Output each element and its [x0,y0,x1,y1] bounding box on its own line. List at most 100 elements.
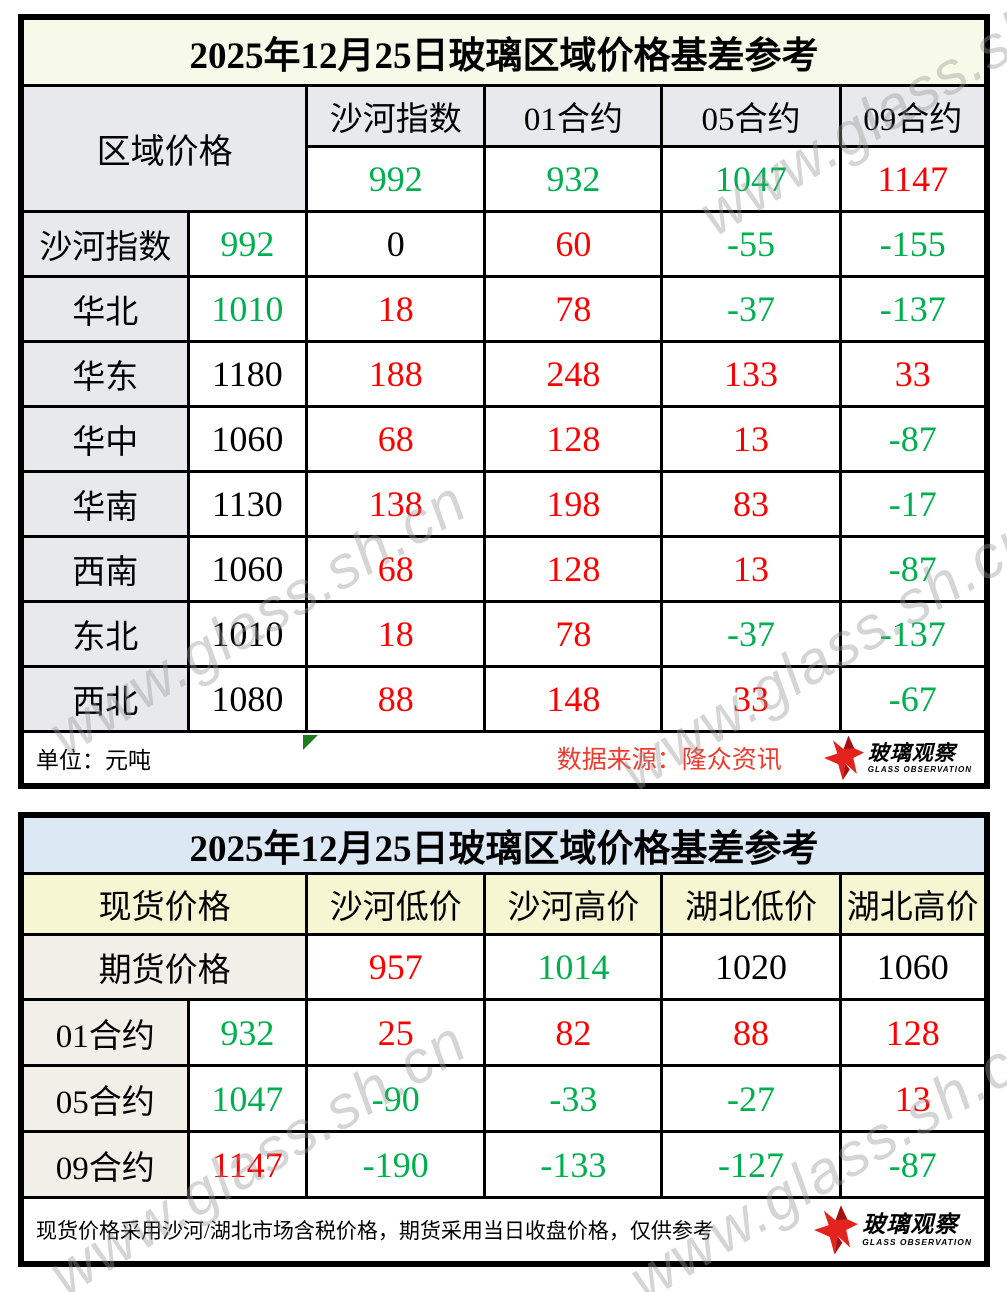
basis-value: -87 [838,1130,989,1199]
region-price: 1060 [186,535,309,603]
spot-price: 1020 [660,933,842,1001]
region-label: 西北 [19,665,190,733]
column-header-01-contract: 01合约 [483,84,664,148]
unit-label: 单位：元吨 [36,748,151,773]
region-price: 1060 [186,405,309,473]
basis-value: 33 [838,340,989,408]
contract-price: 1147 [838,145,989,213]
region-label: 西南 [19,535,190,603]
basis-value: 248 [483,340,664,408]
contract-price: 1147 [186,1130,309,1199]
region-price: 1080 [186,665,309,733]
region-price: 1010 [186,275,309,343]
basis-value: -133 [483,1130,664,1199]
region-label: 华中 [19,405,190,473]
basis-value: -55 [660,210,842,278]
logo-subtitle: GLASS OBSERVATION [862,1237,972,1248]
logo-name: 玻璃观察 [862,1211,959,1238]
table2-footer: 现货价格采用沙河/湖北市场含税价格，期货采用当日收盘价格，仅供参考 玻璃观察 G… [24,1205,984,1255]
green-corner-marker [303,735,319,756]
basis-value: -90 [305,1064,487,1133]
spot-price: 1014 [483,933,664,1001]
table-row: 沙河指数 992 0 60 -55 -155 [19,210,989,278]
spot-price: 1060 [838,933,989,1001]
basis-value: 128 [483,535,664,603]
table-row: 西北 1080 88 148 33 -67 [19,665,989,733]
basis-value: -67 [838,665,989,733]
logo-name: 玻璃观察 [867,741,956,765]
basis-value: 13 [660,535,842,603]
basis-value: -37 [660,600,842,668]
region-price: 1180 [186,340,309,408]
region-price: 1010 [186,600,309,668]
table-row: 05合约 1047 -90 -33 -27 13 [19,1064,989,1133]
basis-value: 138 [305,470,487,538]
basis-value: -37 [660,275,842,343]
table1-corner-label: 区域价格 [19,84,309,213]
basis-value: -87 [838,535,989,603]
basis-value: -87 [838,405,989,473]
table2-title: 2025年12月25日玻璃区域价格基差参考 [19,813,989,875]
region-label: 华北 [19,275,190,343]
basis-value: 25 [305,998,487,1067]
column-header-hubei-low: 湖北低价 [660,872,842,936]
contract-price: 932 [186,998,309,1067]
logo-star-icon [814,1205,859,1255]
table-row: 华北 1010 18 78 -37 -137 [19,275,989,343]
region-label: 东北 [19,600,190,668]
column-header-05-contract: 05合约 [660,84,842,148]
region-price: 1130 [186,470,309,538]
contract-label: 01合约 [19,998,190,1067]
regional-basis-table: 2025年12月25日玻璃区域价格基差参考 区域价格 沙河指数 01合约 05合… [18,14,990,789]
table-row: 华南 1130 138 198 83 -17 [19,470,989,538]
basis-value: 83 [660,470,842,538]
spot-basis-table: 2025年12月25日玻璃区域价格基差参考 现货价格 沙河低价 沙河高价 湖北低… [18,812,990,1267]
basis-value: -127 [660,1130,842,1199]
table-row: 东北 1010 18 78 -37 -137 [19,600,989,668]
contract-price: 992 [305,145,487,213]
futures-price-label: 期货价格 [19,933,309,1001]
basis-value: 128 [838,998,989,1067]
basis-value: -137 [838,275,989,343]
column-header-shahe-high: 沙河高价 [483,872,664,936]
region-label: 华南 [19,470,190,538]
basis-value: -27 [660,1064,842,1133]
basis-value: 188 [305,340,487,408]
disclaimer-note: 现货价格采用沙河/湖北市场含税价格，期货采用当日收盘价格，仅供参考 [36,1219,714,1243]
basis-value: 68 [305,405,487,473]
basis-value: -155 [838,210,989,278]
table-row: 华中 1060 68 128 13 -87 [19,405,989,473]
basis-value: 82 [483,998,664,1067]
basis-value: 78 [483,600,664,668]
basis-value: 60 [483,210,664,278]
basis-value: 88 [305,665,487,733]
basis-value: -137 [838,600,989,668]
contract-price: 1047 [660,145,842,213]
basis-value: 18 [305,275,487,343]
table-row: 09合约 1147 -190 -133 -127 -87 [19,1130,989,1199]
contract-label: 09合约 [19,1130,190,1199]
basis-value: 13 [838,1064,989,1133]
basis-value: 133 [660,340,842,408]
basis-value: 78 [483,275,664,343]
contract-price: 1047 [186,1064,309,1133]
basis-value: 33 [660,665,842,733]
basis-value: 198 [483,470,664,538]
basis-value: -33 [483,1064,664,1133]
region-price: 992 [186,210,309,278]
contract-label: 05合约 [19,1064,190,1133]
table-row: 华东 1180 188 248 133 33 [19,340,989,408]
table1-title: 2025年12月25日玻璃区域价格基差参考 [19,15,989,87]
table-row: 01合约 932 25 82 88 128 [19,998,989,1067]
basis-value: -17 [838,470,989,538]
basis-value: 0 [305,210,487,278]
basis-value: 68 [305,535,487,603]
basis-value: 18 [305,600,487,668]
data-source-label: 数据来源：隆众资讯 [556,747,782,774]
glass-observation-logo: 玻璃观察 GLASS OBSERVATION [823,735,972,781]
region-label: 沙河指数 [19,210,190,278]
logo-star-icon [823,735,864,781]
contract-price: 932 [483,145,664,213]
column-header-hubei-high: 湖北高价 [838,872,989,936]
